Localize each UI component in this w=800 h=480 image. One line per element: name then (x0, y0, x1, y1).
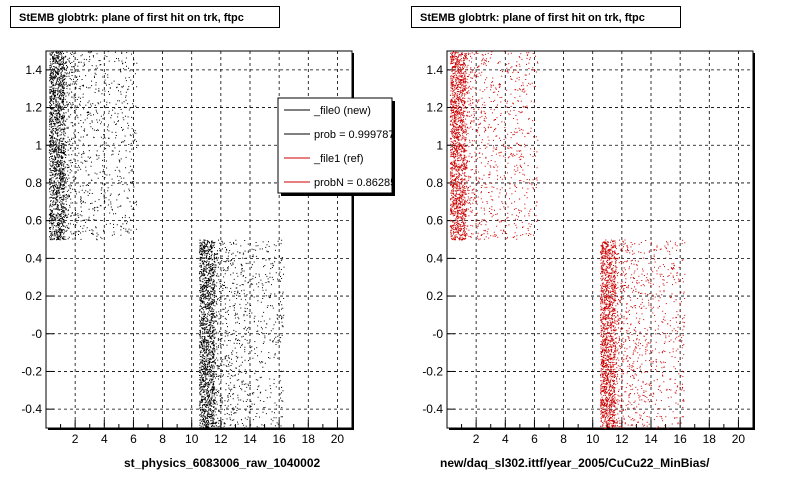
x-tick-label: 20 (331, 432, 345, 446)
y-tick-label: -0 (31, 327, 42, 341)
x-tick-label: 10 (185, 432, 199, 446)
y-tick-label: 1.2 (426, 101, 443, 115)
x-tick-label: 18 (703, 432, 717, 446)
plot-frame (446, 50, 754, 429)
y-tick-label: 0.2 (25, 289, 42, 303)
x-tick-label: 16 (673, 432, 687, 446)
y-tick-label: -0 (432, 327, 443, 341)
right-x-axis-label: new/daq_sl302.ittf/year_2005/CuCu22_MinB… (440, 456, 710, 470)
x-tick-label: 12 (615, 432, 629, 446)
legend-entry: _file0 (new) (313, 105, 371, 117)
y-tick-label: 1.2 (25, 101, 42, 115)
y-tick-label: 1 (35, 138, 42, 152)
left-plot: 2 4 6 8 10 12 14 16 18 20 -0.4 -0.2 -0 0.2 0.4 0.6 0.8 1 1… (21, 50, 402, 446)
x-tick-label: 2 (473, 432, 480, 446)
series--file0-new- (48, 51, 285, 429)
x-tick-label: 4 (502, 432, 509, 446)
left-x-axis-label: st_physics_6083006_raw_1040002 (124, 456, 321, 470)
x-tick-label: 14 (644, 432, 658, 446)
left-plot-title: StEMB globtrk: plane of first hit on trk… (10, 6, 280, 28)
x-tick-label: 18 (302, 432, 316, 446)
legend-entry: prob = 0.999787 (314, 129, 394, 141)
x-tick-label: 12 (214, 432, 228, 446)
y-tick-label: 0.6 (25, 214, 42, 228)
x-tick-label: 6 (130, 432, 137, 446)
scatter-cluster (600, 239, 686, 429)
y-tick-label: 0.2 (426, 289, 443, 303)
y-tick-label: -0.4 (21, 402, 42, 416)
x-tick-label: 8 (159, 432, 166, 446)
series--file1-ref- (449, 51, 686, 429)
legend-box (277, 97, 393, 194)
y-tick-label: 0.6 (426, 214, 443, 228)
x-tick-label: 20 (732, 432, 746, 446)
y-tick-label: 0.4 (25, 251, 42, 265)
y-tick-label: -0.2 (21, 364, 42, 378)
y-tick-label: 0.8 (25, 176, 42, 190)
x-tick-label: 14 (243, 432, 257, 446)
x-tick-label: 8 (560, 432, 567, 446)
y-tick-label: -0.2 (422, 364, 443, 378)
y-tick-label: -0.4 (422, 402, 443, 416)
y-tick-label: 0.4 (426, 251, 443, 265)
scatter-cluster (48, 51, 138, 241)
right-plot-title: StEMB globtrk: plane of first hit on trk… (411, 6, 681, 28)
y-tick-label: 1 (436, 138, 443, 152)
x-tick-label: 10 (586, 432, 600, 446)
y-tick-label: 1.4 (25, 63, 42, 77)
legend-entry: _file1 (ref) (313, 153, 364, 165)
x-tick-label: 2 (72, 432, 79, 446)
x-tick-label: 16 (272, 432, 286, 446)
y-tick-label: 0.8 (426, 176, 443, 190)
x-tick-label: 6 (531, 432, 538, 446)
right-plot: 2 4 6 8 10 12 14 16 18 20 -0.4 -0.2 -0 0.2 0.4 0.6 0.8 1 1… (422, 50, 755, 446)
x-tick-label: 4 (101, 432, 108, 446)
legend-entry: probN = 0.862859 (314, 177, 402, 189)
scatter-cluster (449, 51, 539, 241)
y-tick-label: 1.4 (426, 63, 443, 77)
